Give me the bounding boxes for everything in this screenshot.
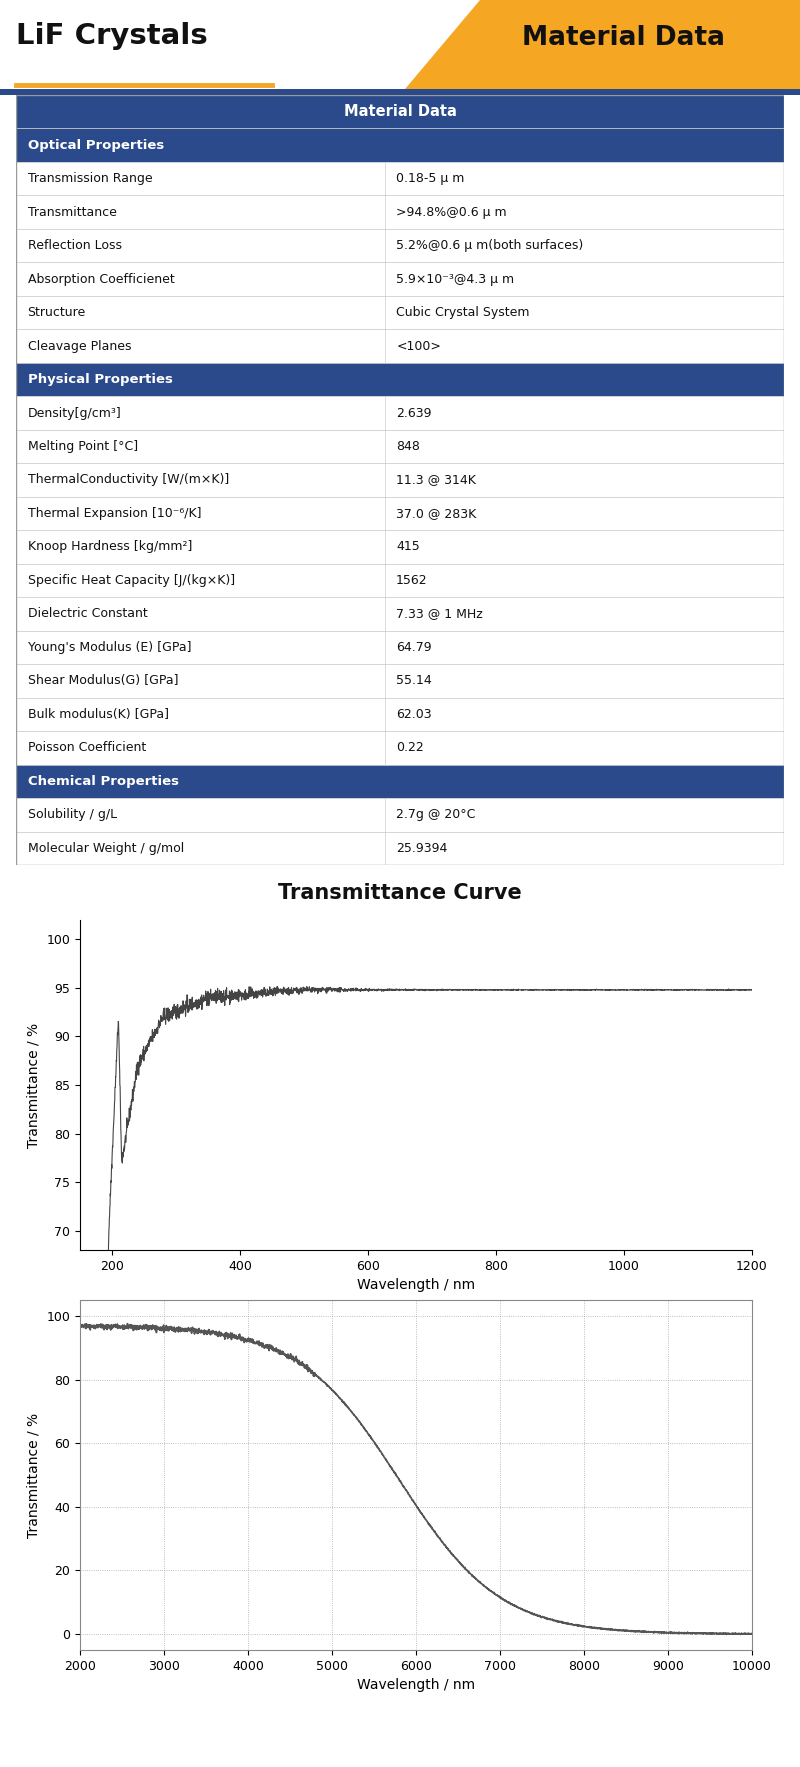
Text: 2.7g @ 20°C: 2.7g @ 20°C xyxy=(396,808,475,822)
Text: Shear Modulus(G) [GPa]: Shear Modulus(G) [GPa] xyxy=(27,675,178,687)
Text: Bulk modulus(K) [GPa]: Bulk modulus(K) [GPa] xyxy=(27,709,169,721)
Text: Cleavage Planes: Cleavage Planes xyxy=(27,339,131,353)
Text: Young's Modulus (E) [GPa]: Young's Modulus (E) [GPa] xyxy=(27,641,191,654)
Bar xyxy=(16,765,784,799)
Text: Physical Properties: Physical Properties xyxy=(27,373,172,385)
Bar xyxy=(16,664,784,698)
Bar xyxy=(16,230,784,262)
Text: 64.79: 64.79 xyxy=(396,641,432,654)
Text: Density[g/cm³]: Density[g/cm³] xyxy=(27,406,122,419)
Text: Absorption Coefficienet: Absorption Coefficienet xyxy=(27,272,174,286)
Text: Thermal Expansion [10⁻⁶/K]: Thermal Expansion [10⁻⁶/K] xyxy=(27,507,201,519)
Text: Molecular Weight / g/mol: Molecular Weight / g/mol xyxy=(27,841,184,855)
Bar xyxy=(16,329,784,362)
Bar xyxy=(16,698,784,732)
Y-axis label: Transmittance / %: Transmittance / % xyxy=(27,1412,41,1537)
Text: 2.639: 2.639 xyxy=(396,406,432,419)
Text: ThermalConductivity [W/(m×K)]: ThermalConductivity [W/(m×K)] xyxy=(27,474,229,486)
Text: <100>: <100> xyxy=(396,339,441,353)
Text: Melting Point [°C]: Melting Point [°C] xyxy=(27,440,138,452)
X-axis label: Wavelength / nm: Wavelength / nm xyxy=(357,1679,475,1693)
Bar xyxy=(16,732,784,765)
Bar xyxy=(16,530,784,564)
Polygon shape xyxy=(0,90,800,95)
Bar xyxy=(16,295,784,329)
Text: Chemical Properties: Chemical Properties xyxy=(27,774,178,788)
Text: Knoop Hardness [kg/mm²]: Knoop Hardness [kg/mm²] xyxy=(27,541,192,553)
Text: Reflection Loss: Reflection Loss xyxy=(27,239,122,253)
Text: 1562: 1562 xyxy=(396,574,428,587)
Text: Structure: Structure xyxy=(27,306,86,320)
Text: 7.33 @ 1 MHz: 7.33 @ 1 MHz xyxy=(396,608,483,620)
Text: 37.0 @ 283K: 37.0 @ 283K xyxy=(396,507,477,519)
Bar xyxy=(16,196,784,230)
Text: Material Data: Material Data xyxy=(343,104,457,118)
Text: LiF Crystals: LiF Crystals xyxy=(16,23,208,49)
Text: 0.18-5 μ m: 0.18-5 μ m xyxy=(396,171,465,186)
Polygon shape xyxy=(400,0,800,95)
Text: 5.9×10⁻³@4.3 μ m: 5.9×10⁻³@4.3 μ m xyxy=(396,272,514,286)
Text: 11.3 @ 314K: 11.3 @ 314K xyxy=(396,474,476,486)
Bar xyxy=(16,597,784,631)
Text: 848: 848 xyxy=(396,440,420,452)
Text: 55.14: 55.14 xyxy=(396,675,432,687)
Text: Transmittance Curve: Transmittance Curve xyxy=(278,882,522,903)
Text: Poisson Coefficient: Poisson Coefficient xyxy=(27,742,146,755)
Text: Dielectric Constant: Dielectric Constant xyxy=(27,608,147,620)
Bar xyxy=(16,262,784,295)
Text: Cubic Crystal System: Cubic Crystal System xyxy=(396,306,530,320)
Bar xyxy=(16,799,784,832)
Bar xyxy=(16,129,784,163)
Text: 415: 415 xyxy=(396,541,420,553)
Text: Optical Properties: Optical Properties xyxy=(27,140,164,152)
Text: Solubility / g/L: Solubility / g/L xyxy=(27,808,117,822)
Bar xyxy=(16,631,784,664)
Bar xyxy=(16,564,784,597)
Y-axis label: Transmittance / %: Transmittance / % xyxy=(27,1023,41,1147)
Text: >94.8%@0.6 μ m: >94.8%@0.6 μ m xyxy=(396,205,506,219)
Text: 5.2%@0.6 μ m(both surfaces): 5.2%@0.6 μ m(both surfaces) xyxy=(396,239,583,253)
Bar xyxy=(16,163,784,196)
Bar xyxy=(16,362,784,396)
X-axis label: Wavelength / nm: Wavelength / nm xyxy=(357,1278,475,1292)
Text: Transmittance: Transmittance xyxy=(27,205,116,219)
Text: Transmission Range: Transmission Range xyxy=(27,171,152,186)
Text: 62.03: 62.03 xyxy=(396,709,432,721)
Bar xyxy=(16,396,784,429)
Bar xyxy=(16,429,784,463)
Text: 25.9394: 25.9394 xyxy=(396,841,447,855)
Text: 0.22: 0.22 xyxy=(396,742,424,755)
Bar xyxy=(16,95,784,129)
Bar xyxy=(16,832,784,866)
Bar xyxy=(16,497,784,530)
Bar xyxy=(16,463,784,497)
Text: Specific Heat Capacity [J/(kg×K)]: Specific Heat Capacity [J/(kg×K)] xyxy=(27,574,234,587)
Text: Material Data: Material Data xyxy=(522,25,726,51)
